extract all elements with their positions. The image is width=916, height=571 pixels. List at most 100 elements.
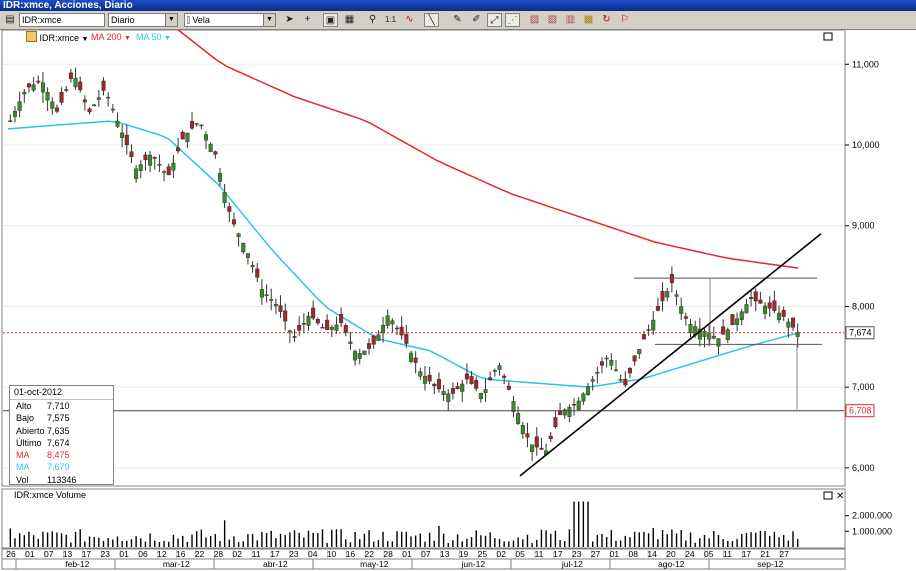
chart-style-select[interactable]: ⫿ Vela ▼ (184, 13, 276, 27)
candle-up (637, 348, 642, 354)
low-price-label: 6,708 (849, 406, 872, 416)
crosshair-icon[interactable]: + (304, 14, 311, 25)
candle-up (40, 82, 45, 93)
candle-up (613, 369, 618, 371)
chevron-down-icon[interactable]: ▼ (81, 36, 89, 43)
data-window: 01-oct-2012 Alto 7,710 Bajo 7,575 Abierto 7… (9, 385, 114, 485)
symbol-input[interactable]: IDR:xmce (19, 13, 105, 27)
candle-up (716, 338, 721, 347)
day-label: 02 (497, 549, 507, 559)
candle-up (171, 162, 176, 171)
info-value: 7,674 (47, 437, 70, 448)
day-label: 25 (478, 549, 488, 559)
candle-down (758, 299, 763, 304)
day-label: 11 (252, 549, 261, 559)
candle-up (385, 315, 390, 326)
grid-icon[interactable]: ▦ (344, 14, 355, 25)
candle-up (287, 330, 292, 333)
candle-up (217, 173, 222, 182)
candle-up (786, 321, 791, 328)
cursor-arrow-icon[interactable]: ➤ (285, 14, 294, 25)
zoom-icon[interactable]: ⚲ (368, 14, 377, 25)
day-label: 23 (289, 549, 299, 559)
candle-up (45, 92, 50, 101)
layout-icon[interactable]: ▨ (529, 14, 540, 25)
close-icon[interactable]: ✕ (836, 491, 844, 502)
maximize-icon[interactable] (823, 491, 833, 500)
candle-up (162, 171, 167, 173)
candle-up (390, 320, 395, 325)
legend-ma200[interactable]: MA 200 ▼ (91, 31, 131, 43)
legend-ma50[interactable]: MA 50 ▼ (136, 31, 171, 43)
candle-down (59, 92, 64, 103)
grid-lines (3, 63, 844, 469)
candle-down (283, 310, 288, 322)
candle-up (777, 312, 782, 321)
last-price-box (845, 326, 875, 340)
info-label: Abierto (16, 425, 45, 436)
day-label: 07 (421, 549, 431, 559)
chevron-down-icon[interactable]: ▼ (263, 14, 275, 26)
candle-up (707, 333, 712, 340)
ma200-series (177, 30, 799, 269)
candle-style-icon: ⫿ (187, 15, 193, 25)
info-date: 01-oct-2012 (10, 386, 113, 400)
day-label: 01 (402, 549, 412, 559)
candle-up (665, 291, 670, 298)
info-label: MA (16, 462, 30, 473)
symbol-icon (26, 31, 37, 42)
candle-up (576, 400, 581, 410)
candle-up (725, 329, 730, 340)
candle-down (231, 219, 236, 225)
price-axis: 6,000 7,000 8,000 9,000 10,000 11,000 (845, 59, 880, 473)
info-value: 113346 (47, 474, 77, 485)
chevron-down-icon[interactable]: ▼ (124, 35, 131, 42)
symbol-icon[interactable]: ▤ (5, 14, 15, 25)
day-label: 17 (742, 549, 752, 559)
flag-icon[interactable]: ⚐ (620, 14, 629, 25)
chart-icon[interactable]: ▩ (583, 14, 594, 25)
day-label: 26 (6, 549, 16, 559)
info-row-low: Bajo 7,575 (10, 412, 113, 424)
candle-down (534, 436, 539, 448)
candle-down (255, 268, 260, 278)
candle-down (399, 326, 404, 336)
candle-up (306, 315, 311, 326)
day-label: 16 (346, 549, 356, 559)
annotation-icon[interactable]: ✐ (472, 14, 481, 25)
cycle-icon[interactable]: ↻ (602, 14, 611, 25)
candle-up (203, 134, 208, 141)
period-select[interactable]: Diario ▼ (108, 13, 178, 27)
candle-down (315, 319, 320, 324)
day-label: 17 (82, 549, 92, 559)
candle-down (558, 410, 563, 416)
day-label: 01 (610, 549, 620, 559)
candle-down (129, 151, 134, 157)
candle-up (586, 386, 591, 395)
candle-up (194, 123, 199, 125)
bars-icon[interactable]: ▥ (565, 14, 576, 25)
candle-up (530, 444, 535, 452)
symbol-value: IDR:xmce (22, 15, 62, 25)
pencil-icon[interactable]: ✎ (453, 14, 462, 25)
chevron-down-icon[interactable]: ▼ (164, 35, 171, 42)
candle-down (54, 107, 59, 112)
one-to-one-icon[interactable]: 1:1 (384, 15, 397, 24)
last-price-label: 7,674 (849, 328, 872, 338)
annotations: 7,674 6,708 (3, 233, 875, 477)
chevron-down-icon[interactable]: ▼ (165, 14, 177, 26)
window-icon[interactable]: ▧ (547, 14, 558, 25)
wave-icon[interactable]: ∿ (405, 14, 414, 25)
magnet-icon[interactable]: ⋰ (505, 13, 520, 27)
candle-down (68, 72, 73, 79)
info-value: 7,635 (47, 425, 70, 436)
fibonacci-icon[interactable]: ⤢ (487, 13, 502, 27)
volume-title: IDR:xmce Volume (14, 490, 87, 500)
day-label: 11 (535, 549, 544, 559)
box-select-icon[interactable]: ▣ (323, 13, 338, 27)
maximize-icon[interactable] (823, 32, 833, 41)
trendline-icon[interactable]: ╲ (424, 13, 439, 27)
legend-symbol[interactable]: IDR:xmce ▼ (26, 31, 88, 43)
candle-up (106, 96, 111, 99)
